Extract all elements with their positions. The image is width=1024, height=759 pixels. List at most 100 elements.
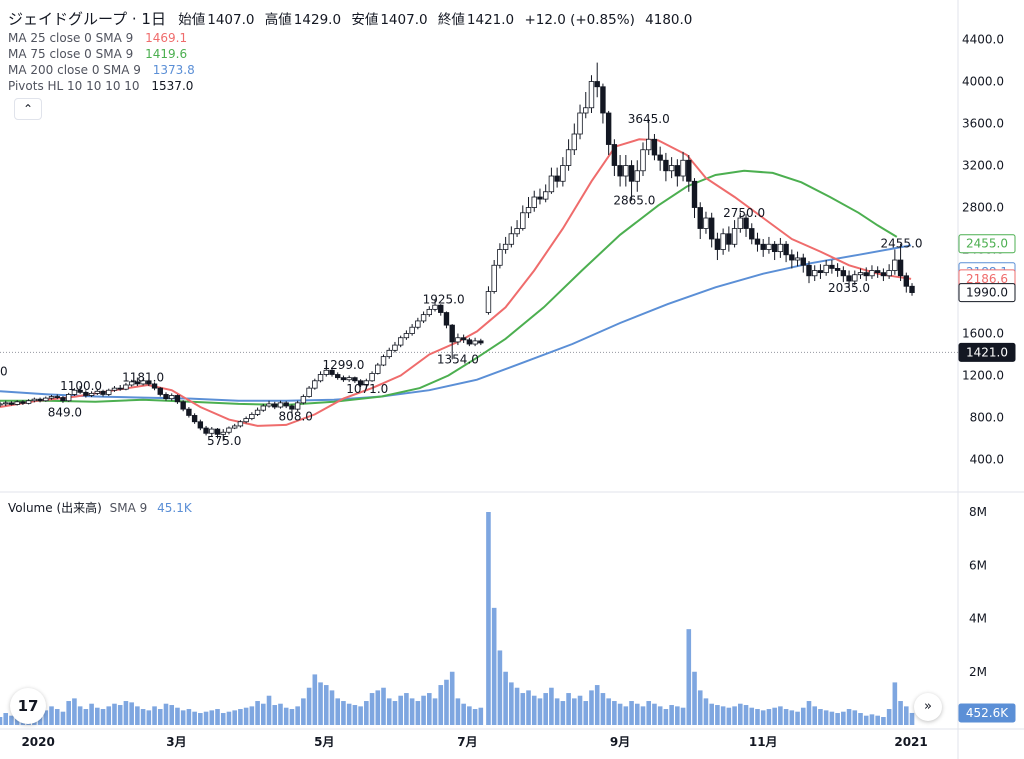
volume-bar: [629, 701, 634, 725]
candle: [289, 404, 295, 417]
candle-body: [789, 254, 795, 261]
candle-body: [317, 374, 324, 382]
candle: [771, 241, 778, 261]
candle-body: [840, 270, 847, 277]
scroll-to-realtime-button[interactable]: »: [914, 693, 942, 721]
candle-body: [812, 270, 818, 277]
candle: [812, 265, 818, 282]
candle-body: [829, 264, 835, 269]
candle-body: [680, 159, 686, 177]
volume-tick-label: 6M: [969, 558, 987, 572]
price-badge-label: 2455.0: [966, 237, 1008, 251]
candle: [668, 157, 675, 179]
volume-bar: [858, 713, 863, 725]
volume-bar: [415, 701, 421, 725]
indicator-ma75[interactable]: MA 75 close 0 SMA 9 1419.6: [8, 46, 187, 62]
candle: [720, 228, 726, 255]
candle: [691, 178, 698, 219]
volume-bar: [669, 705, 674, 725]
candle-body: [588, 81, 595, 109]
indicator-ma200[interactable]: MA 200 close 0 SMA 9 1373.8: [8, 62, 195, 78]
volume-bar: [444, 679, 449, 725]
volume-bar: [295, 706, 300, 725]
volume-bar: [795, 711, 800, 725]
volume-bar: [617, 703, 623, 725]
candle-body: [686, 159, 692, 182]
candle: [560, 157, 566, 187]
candle: [254, 407, 261, 416]
candle: [323, 365, 329, 377]
candle: [140, 378, 146, 386]
price-badge-label: 452.6K: [966, 706, 1009, 720]
candle-body: [203, 427, 209, 434]
high-value: 1429.0: [293, 12, 342, 28]
candle-body: [611, 144, 618, 166]
candle: [674, 159, 681, 187]
candle: [794, 251, 801, 267]
candle: [806, 261, 812, 284]
candle: [857, 268, 864, 279]
volume-bar: [549, 687, 554, 725]
candle: [703, 211, 709, 234]
candle-body: [37, 398, 43, 402]
candle: [266, 400, 272, 408]
volume-bar: [335, 698, 341, 725]
volume-bar: [904, 706, 909, 725]
volume-bar: [266, 695, 272, 725]
candle: [737, 212, 744, 233]
candle-body: [31, 398, 38, 402]
volume-bar: [812, 706, 818, 725]
candle-body: [714, 238, 721, 250]
volume-bar: [272, 705, 278, 725]
candle-body: [289, 405, 295, 410]
candle: [542, 184, 549, 203]
pivot-label: 1100.0: [60, 379, 102, 393]
candle-body: [651, 138, 658, 156]
volume-bar: [703, 698, 709, 725]
volume-bar: [289, 709, 295, 725]
volume-bar: [352, 705, 358, 725]
volume-bar: [312, 674, 318, 725]
volume-bar: [732, 706, 737, 725]
volume-bar: [472, 709, 478, 725]
candle: [294, 400, 301, 412]
volume-bar: [634, 703, 640, 725]
volume-bar: [175, 707, 180, 725]
tradingview-logo-icon[interactable]: 17: [10, 688, 46, 724]
pivot-label: 3645.0: [628, 112, 670, 126]
volume-bar: [54, 709, 60, 725]
candle-body: [605, 112, 612, 145]
candle: [43, 396, 49, 402]
price-badge-box: [958, 342, 1016, 362]
candle-body: [363, 380, 370, 386]
volume-bar: [554, 698, 560, 725]
candle-body: [892, 259, 898, 271]
collapse-legend-button[interactable]: ⌃: [14, 98, 42, 120]
candle: [754, 232, 761, 252]
price-tick-label: 400.0: [970, 453, 1004, 467]
volume-bar: [461, 703, 466, 725]
candle: [749, 223, 755, 245]
volume-bar: [531, 695, 537, 725]
candle: [708, 212, 715, 248]
candle: [31, 397, 38, 403]
candle: [37, 397, 43, 403]
volume-bar: [404, 693, 409, 725]
volume-legend[interactable]: Volume (出来高) SMA 9 45.1K: [8, 499, 192, 516]
volume-bar: [623, 706, 629, 725]
volume-bar: [9, 715, 14, 725]
volume-bar: [898, 701, 903, 725]
indicator-label: MA 75 close 0 SMA 9: [8, 47, 134, 61]
candle: [829, 260, 835, 274]
volume-bar: [117, 705, 123, 725]
candle: [272, 401, 278, 410]
indicator-ma25[interactable]: MA 25 close 0 SMA 9 1469.1: [8, 30, 187, 46]
volume-bar: [789, 710, 795, 725]
price-badge: 1421.0: [958, 342, 1016, 362]
candle: [409, 324, 415, 336]
volume-bar: [106, 706, 112, 725]
volume-bar: [186, 709, 192, 725]
price-badge: 452.6K: [958, 703, 1016, 723]
indicator-pivots[interactable]: Pivots HL 10 10 10 10 1537.0: [8, 78, 193, 94]
